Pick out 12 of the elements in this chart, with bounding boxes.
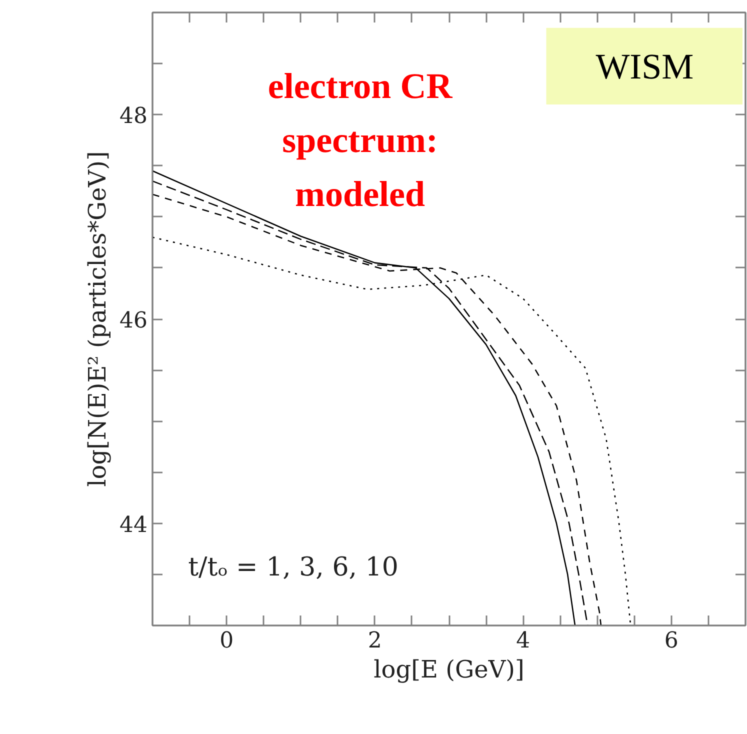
x-tick-label: 4 [516,628,530,654]
x-tick-label: 0 [220,628,234,654]
x-axis-title: log[E (GeV)] [374,656,524,684]
y-axis-title: log[N(E)E² (particles*GeV)] [84,151,112,487]
y-tick-label: 46 [120,308,148,334]
x-tick-label: 2 [368,628,382,654]
x-tick-label: 6 [664,628,678,654]
y-tick-label: 48 [120,104,148,130]
annotation: WISM [596,46,694,86]
annotation: t/tₒ = 1, 3, 6, 10 [188,552,398,582]
annotation: electron CR spectrum: modeled [268,66,454,214]
y-tick-label: 44 [120,512,148,538]
